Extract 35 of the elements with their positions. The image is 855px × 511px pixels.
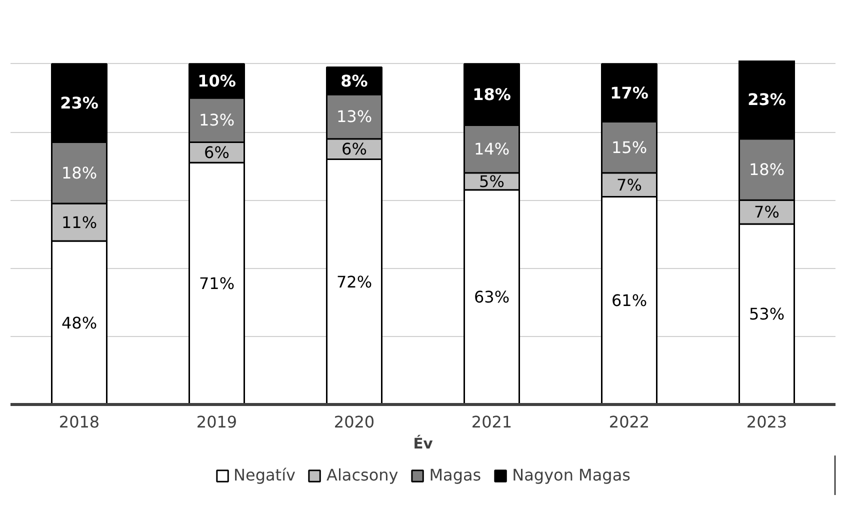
data-label: 18% xyxy=(748,160,785,179)
data-label: 63% xyxy=(474,288,510,307)
data-label: 15% xyxy=(611,138,648,157)
x-tick-label: 2023 xyxy=(746,412,788,432)
data-label: 23% xyxy=(748,90,786,110)
data-label: 18% xyxy=(472,85,511,104)
data-label: 23% xyxy=(60,94,98,113)
data-label: 48% xyxy=(61,313,98,332)
x-tick-label: 2021 xyxy=(471,412,512,432)
legend-label: Nagyon Magas xyxy=(512,466,630,484)
data-label: 13% xyxy=(336,107,372,126)
data-label: 17% xyxy=(610,83,648,102)
data-label: 71% xyxy=(198,274,235,294)
data-label: 13% xyxy=(198,110,235,130)
data-label: 8% xyxy=(340,71,368,90)
data-label: 53% xyxy=(748,304,785,324)
x-axis-title: Év xyxy=(413,434,434,452)
data-label: 61% xyxy=(611,291,648,310)
data-label: 10% xyxy=(198,71,236,90)
data-label: 5% xyxy=(479,172,504,191)
data-label: 18% xyxy=(61,163,98,182)
data-label: 6% xyxy=(204,142,230,162)
data-label: 72% xyxy=(336,272,372,292)
legend-label: Negatív xyxy=(234,466,296,484)
data-label: 7% xyxy=(754,202,780,222)
legend-label: Alacsony xyxy=(326,466,398,484)
x-tick-label: 2019 xyxy=(196,412,238,432)
data-label: 6% xyxy=(342,140,367,159)
x-tick-label: 2018 xyxy=(58,412,100,432)
data-label: 14% xyxy=(474,140,510,159)
x-tick-label: 2020 xyxy=(334,412,375,432)
data-label: 11% xyxy=(61,212,98,232)
x-tick-label: 2022 xyxy=(608,412,650,432)
legend-label: Magas xyxy=(429,466,482,484)
data-label: 7% xyxy=(616,175,642,194)
